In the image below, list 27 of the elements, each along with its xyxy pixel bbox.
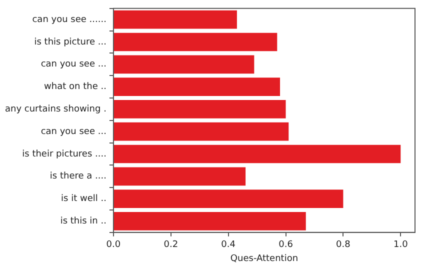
x-tick-label: 1.0 [393,240,408,250]
x-tick-label: 0.8 [336,240,351,250]
bar [114,167,246,186]
x-axis-title: Ques-Attention [230,254,298,264]
bar [114,55,254,74]
x-tick-label: 0.0 [106,240,121,250]
y-tick-label: any curtains showing . [4,104,106,115]
x-tick-label: 0.4 [221,240,236,250]
x-tick-label: 0.6 [278,240,294,250]
y-tick-label: can you see ... [40,126,106,137]
bar [114,144,401,164]
y-tick-label: is it well .. [61,194,106,204]
y-tick-label: can you see ...... [32,14,106,25]
y-tick-label: is this picture ... [34,37,106,48]
bar [114,32,278,52]
bar [114,100,286,118]
bar [114,212,306,230]
bar [114,78,280,96]
bar [114,122,289,141]
y-tick-label: can you see ... [40,60,106,70]
x-tick-label: 0.2 [164,240,178,250]
bar [114,190,344,208]
y-tick-label: is there a .... [50,172,106,182]
y-tick-label: is their pictures .... [22,149,106,160]
y-tick-label: what on the .. [44,82,106,92]
bar [114,10,237,29]
y-tick-label: is this in .. [60,216,106,227]
